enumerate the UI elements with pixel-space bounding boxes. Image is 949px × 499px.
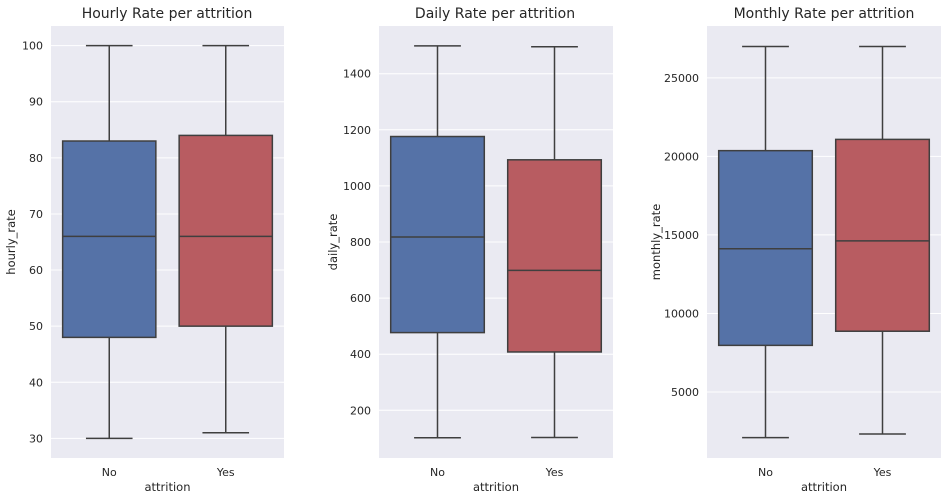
y-tick-label: 40 (29, 376, 43, 389)
y-tick-label: 15000 (664, 229, 699, 242)
x-tick-label: No (758, 466, 773, 479)
y-tick-label: 1400 (343, 68, 371, 81)
chart-panel-3: 5000 10000 15000 20000 25000 No Yes Monthly Rat… (649, 6, 941, 494)
x-tick-label: No (430, 466, 445, 479)
x-tick-label: Yes (216, 466, 235, 479)
chart-title: Daily Rate per attrition (415, 6, 575, 22)
box-no (61, 44, 157, 440)
chart-title: Monthly Rate per attrition (734, 6, 915, 22)
y-tick-label: 70 (29, 208, 43, 221)
x-axis-label: attrition (801, 480, 847, 494)
iqr-box (61, 140, 157, 339)
box-yes (834, 45, 931, 435)
y-tick-label: 800 (350, 236, 371, 249)
y-tick-label: 1000 (343, 180, 371, 193)
x-tick-label: Yes (545, 466, 564, 479)
chart-panel-1: 30 40 50 60 70 80 90 100 No Yes Hourly Rate per at… (4, 6, 284, 494)
box-yes (178, 44, 274, 434)
y-tick-label: 600 (350, 292, 371, 305)
box-no (389, 45, 486, 439)
chart-title: Hourly Rate per attrition (82, 6, 253, 22)
y-tick-label: 50 (29, 320, 43, 333)
y-tick-label: 90 (29, 96, 43, 109)
y-tick-label: 10000 (664, 307, 699, 320)
iqr-box (834, 138, 931, 332)
chart-panel-2: 200 400 600 800 1000 1200 1400 No Yes Daily Rate … (326, 6, 613, 494)
x-axis-label: attrition (473, 480, 519, 494)
x-axis-label: attrition (144, 480, 190, 494)
y-tick-label: 80 (29, 152, 43, 165)
iqr-box (506, 159, 603, 353)
iqr-box (389, 135, 486, 334)
y-tick-label: 400 (350, 348, 371, 361)
box-yes (506, 46, 603, 439)
x-tick-label: No (102, 466, 117, 479)
y-tick-label: 1200 (343, 124, 371, 137)
y-axis-label: hourly_rate (4, 209, 18, 274)
x-tick-label: Yes (873, 466, 892, 479)
y-tick-label: 25000 (664, 72, 699, 85)
y-tick-label: 20000 (664, 150, 699, 163)
y-axis-label: daily_rate (326, 214, 340, 271)
y-tick-label: 200 (350, 404, 371, 417)
y-tick-label: 30 (29, 432, 43, 445)
y-tick-label: 100 (22, 40, 43, 53)
box-no (717, 45, 814, 439)
iqr-box (178, 134, 274, 327)
y-axis-label: monthly_rate (649, 204, 663, 280)
y-tick-label: 60 (29, 264, 43, 277)
y-tick-label: 5000 (671, 386, 699, 399)
